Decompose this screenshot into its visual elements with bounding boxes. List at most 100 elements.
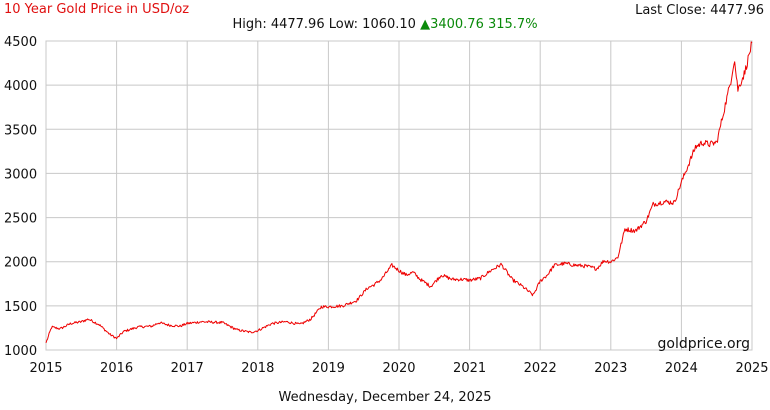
y-tick-label: 3000	[4, 167, 37, 182]
x-tick-label: 2015	[29, 361, 62, 376]
data-point	[709, 144, 710, 145]
data-point	[554, 265, 555, 266]
data-point	[413, 272, 414, 273]
high-label: High:	[232, 17, 267, 32]
data-point	[695, 146, 696, 147]
y-tick-label: 2000	[4, 256, 37, 271]
data-point	[480, 278, 481, 279]
data-point	[469, 280, 470, 281]
data-point	[564, 263, 565, 264]
chart-grid	[45, 40, 753, 351]
data-point	[420, 279, 421, 280]
y-tick-label: 1000	[4, 344, 37, 359]
data-point	[109, 334, 110, 335]
data-point	[60, 328, 61, 329]
data-point	[585, 266, 586, 267]
y-tick-label: 4500	[4, 35, 37, 50]
data-point	[285, 321, 286, 322]
low-label: Low:	[328, 17, 359, 32]
data-point	[123, 331, 124, 332]
data-point	[688, 164, 689, 165]
data-point	[250, 332, 251, 333]
data-point	[405, 274, 406, 275]
x-tick-label: 2016	[100, 361, 133, 376]
data-point	[137, 326, 138, 327]
y-tick-label: 2500	[4, 212, 37, 227]
data-point	[610, 261, 611, 262]
high-value: 4477.96	[270, 17, 325, 32]
data-point	[522, 286, 523, 287]
data-point	[596, 268, 597, 269]
data-point	[300, 324, 301, 325]
data-point	[236, 329, 237, 330]
data-point	[540, 281, 541, 282]
data-point	[547, 274, 548, 275]
change-percent: 315.7%	[487, 17, 538, 32]
data-point	[98, 324, 99, 325]
data-point	[441, 274, 442, 275]
last-close-label: Last Close:	[635, 3, 707, 18]
y-tick-label: 4000	[4, 79, 37, 94]
x-tick-label: 2019	[312, 361, 345, 376]
data-point	[356, 300, 357, 301]
gold-price-line	[45, 41, 753, 344]
data-point	[635, 230, 636, 231]
data-point	[398, 270, 399, 271]
x-tick-label: 2017	[171, 361, 204, 376]
data-point	[730, 80, 731, 81]
last-close: Last Close: 4477.96	[635, 3, 764, 18]
data-point	[462, 279, 463, 280]
low-value: 1060.10	[362, 17, 416, 32]
data-point	[257, 330, 258, 331]
x-tick-label: 2022	[524, 361, 557, 376]
data-point	[391, 265, 392, 266]
data-point	[617, 257, 618, 258]
x-tick-label: 2021	[453, 361, 486, 376]
data-point	[367, 288, 368, 289]
y-tick-label: 1500	[4, 300, 37, 315]
data-point	[430, 286, 431, 287]
x-tick-label: 2025	[735, 361, 768, 376]
data-point	[374, 284, 375, 285]
change-arrow-icon: ▲	[420, 17, 431, 32]
x-tick-label: 2023	[594, 361, 627, 376]
data-point	[271, 323, 272, 324]
data-point	[310, 319, 311, 320]
current-date: Wednesday, December 24, 2025	[278, 390, 492, 405]
data-point	[737, 89, 738, 90]
x-tick-label: 2024	[665, 361, 698, 376]
y-tick-label: 3500	[4, 123, 37, 138]
data-point	[674, 202, 675, 203]
last-close-value: 4477.96	[710, 3, 764, 18]
data-point	[734, 58, 735, 59]
data-point	[511, 279, 512, 280]
change-value: 3400.76	[430, 17, 484, 32]
data-point	[716, 142, 717, 143]
data-point	[501, 264, 502, 265]
data-point	[653, 204, 654, 205]
data-point	[222, 322, 223, 323]
data-point	[646, 221, 647, 222]
data-point	[169, 325, 170, 326]
watermark: goldprice.org	[658, 336, 750, 352]
data-point	[624, 228, 625, 229]
price-stats: High: 4477.96 Low: 1060.10 ▲3400.76 315.…	[0, 17, 770, 32]
data-point	[45, 342, 46, 343]
axis-ticks: 1000 1500 2000 2500 3000 3500 4000 4500 2015 2016…	[4, 35, 769, 376]
data-point	[681, 182, 682, 183]
series-group	[45, 41, 753, 344]
data-point	[70, 323, 71, 324]
data-point	[321, 306, 322, 307]
data-point	[201, 321, 202, 322]
data-point	[180, 326, 181, 327]
data-point	[533, 295, 534, 296]
data-point	[723, 111, 724, 112]
data-point	[381, 279, 382, 280]
data-point	[751, 42, 752, 43]
data-point	[702, 142, 703, 143]
data-point	[451, 279, 452, 280]
data-point	[187, 323, 188, 324]
data-point	[116, 338, 117, 339]
data-point	[663, 201, 664, 202]
